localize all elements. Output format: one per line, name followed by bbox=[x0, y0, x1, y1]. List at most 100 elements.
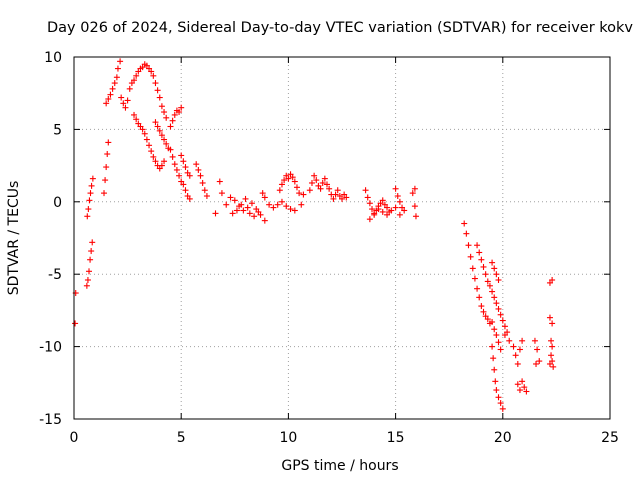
x-tick-label: 10 bbox=[279, 430, 297, 446]
x-axis-label: GPS time / hours bbox=[281, 458, 398, 474]
data-point bbox=[223, 201, 230, 208]
data-point bbox=[171, 161, 178, 168]
data-point bbox=[476, 249, 483, 256]
data-point bbox=[497, 400, 504, 407]
data-point bbox=[103, 100, 110, 107]
data-point bbox=[87, 190, 94, 197]
data-point bbox=[261, 194, 268, 201]
data-point bbox=[251, 213, 258, 220]
data-point bbox=[176, 172, 183, 179]
data-point bbox=[321, 175, 328, 182]
data-point bbox=[278, 198, 285, 205]
data-point bbox=[506, 337, 513, 344]
data-point bbox=[401, 207, 408, 214]
data-point bbox=[150, 72, 157, 79]
data-point bbox=[287, 206, 294, 213]
data-point bbox=[326, 185, 333, 192]
data-point bbox=[317, 185, 324, 192]
data-point bbox=[489, 318, 496, 325]
y-tick-label: 5 bbox=[53, 122, 62, 138]
data-point bbox=[266, 201, 273, 208]
data-point bbox=[199, 179, 206, 186]
data-point bbox=[476, 294, 483, 301]
data-point bbox=[83, 282, 90, 289]
data-point bbox=[371, 210, 378, 217]
data-point bbox=[248, 200, 255, 207]
data-point bbox=[549, 320, 556, 327]
data-point bbox=[392, 204, 399, 211]
data-point bbox=[150, 153, 157, 160]
data-point bbox=[512, 352, 519, 359]
x-tick-label: 15 bbox=[387, 430, 405, 446]
data-point bbox=[169, 117, 176, 124]
data-point bbox=[148, 68, 155, 75]
data-point bbox=[484, 278, 491, 285]
data-point bbox=[285, 175, 292, 182]
y-axis-label: SDTVAR / TECUs bbox=[6, 181, 22, 296]
data-point bbox=[233, 207, 240, 214]
data-point bbox=[471, 275, 478, 282]
data-point bbox=[306, 187, 313, 194]
data-point bbox=[411, 203, 418, 210]
data-point bbox=[474, 242, 481, 249]
y-tick-label: -15 bbox=[39, 412, 62, 428]
data-point bbox=[465, 242, 472, 249]
data-point bbox=[118, 94, 125, 101]
data-point bbox=[133, 72, 140, 79]
data-point bbox=[169, 153, 176, 160]
data-point bbox=[486, 282, 493, 289]
axis-ticks bbox=[73, 56, 611, 420]
data-point bbox=[240, 207, 247, 214]
data-point bbox=[176, 109, 183, 116]
data-point bbox=[548, 352, 555, 359]
data-point bbox=[281, 177, 288, 184]
data-point bbox=[104, 151, 111, 158]
data-point bbox=[546, 314, 553, 321]
data-point bbox=[109, 85, 116, 92]
data-point bbox=[161, 158, 168, 165]
data-point bbox=[178, 104, 185, 111]
data-point bbox=[133, 116, 140, 123]
data-point bbox=[227, 194, 234, 201]
data-point bbox=[89, 239, 96, 246]
data-point bbox=[412, 213, 419, 220]
data-point bbox=[152, 119, 159, 126]
data-point bbox=[491, 294, 498, 301]
data-point bbox=[158, 162, 165, 169]
data-point bbox=[283, 203, 290, 210]
data-point bbox=[495, 305, 502, 312]
data-point bbox=[519, 378, 526, 385]
data-point bbox=[521, 384, 528, 391]
data-point bbox=[114, 65, 121, 72]
data-point bbox=[231, 197, 238, 204]
data-point bbox=[261, 217, 268, 224]
data-point bbox=[490, 355, 497, 362]
data-point bbox=[533, 360, 540, 367]
y-tick-label: 0 bbox=[53, 195, 62, 211]
data-point bbox=[523, 388, 530, 395]
data-point bbox=[493, 332, 500, 339]
data-point bbox=[296, 190, 303, 197]
data-point bbox=[146, 142, 153, 149]
data-point bbox=[152, 80, 159, 87]
data-point bbox=[311, 172, 318, 179]
data-point bbox=[122, 104, 129, 111]
data-point bbox=[103, 164, 110, 171]
data-point bbox=[201, 187, 208, 194]
data-point bbox=[276, 187, 283, 194]
data-point bbox=[152, 158, 159, 165]
data-point bbox=[84, 276, 91, 283]
data-point bbox=[492, 378, 499, 385]
data-point bbox=[193, 161, 200, 168]
data-point bbox=[491, 326, 498, 333]
data-point bbox=[126, 85, 133, 92]
data-point bbox=[197, 172, 204, 179]
data-point bbox=[88, 182, 95, 189]
grid bbox=[74, 57, 610, 419]
data-point bbox=[178, 152, 185, 159]
data-point bbox=[131, 111, 138, 118]
data-point bbox=[255, 208, 262, 215]
data-point bbox=[411, 185, 418, 192]
data-point bbox=[493, 271, 500, 278]
data-point bbox=[278, 181, 285, 188]
